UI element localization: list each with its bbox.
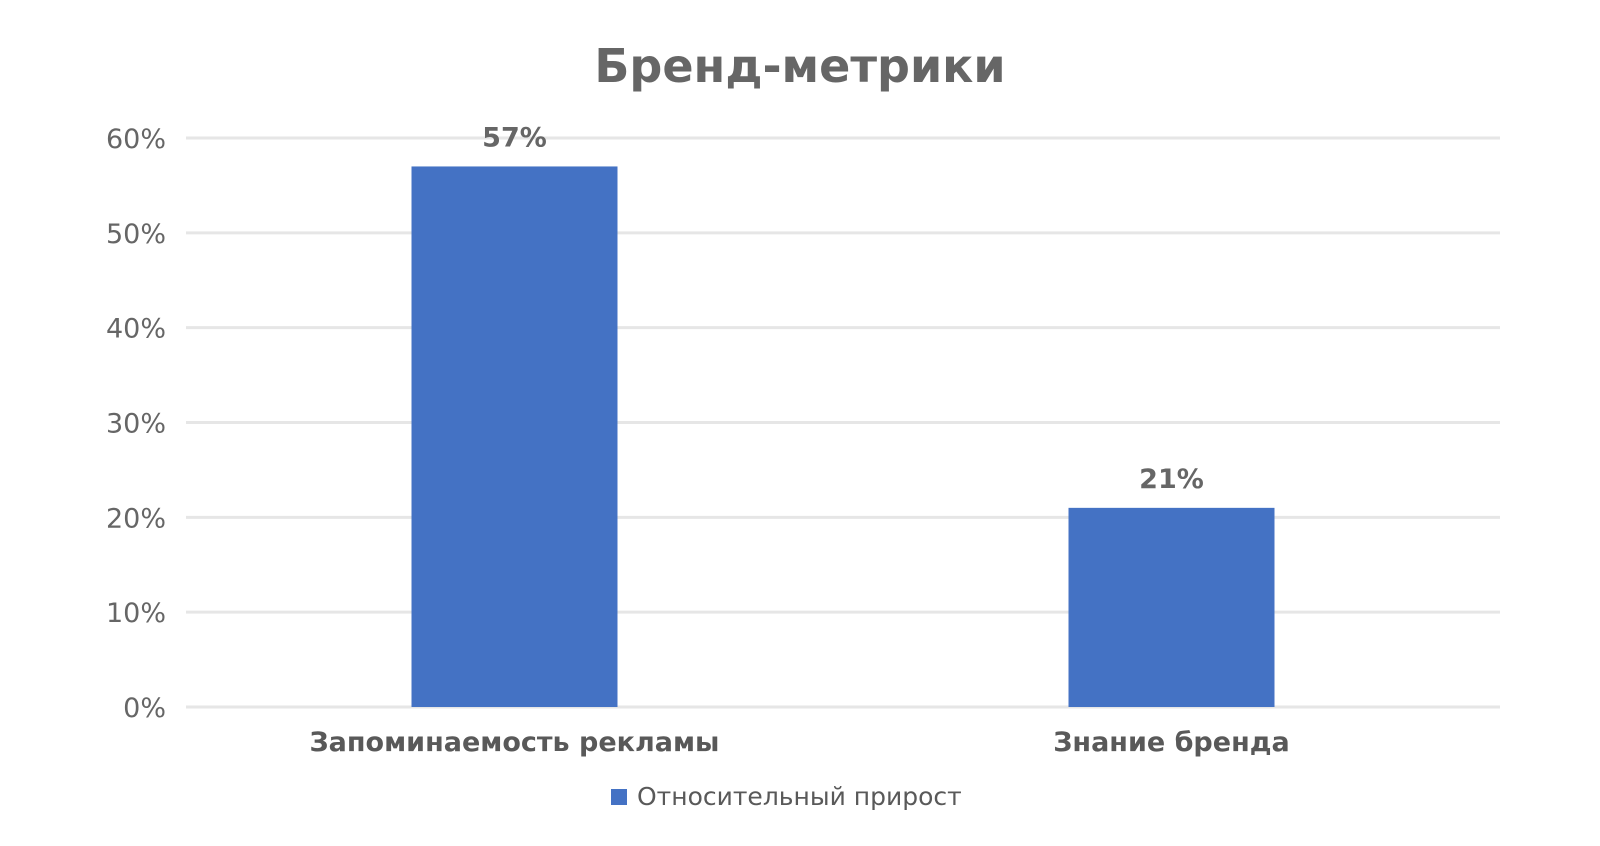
data-labels: 57% 21% — [482, 122, 1204, 494]
category-label-0: Запоминаемость рекламы — [310, 727, 720, 758]
bars — [411, 166, 1275, 707]
legend-swatch-icon — [611, 789, 627, 805]
legend-label: Относительный прирост — [637, 782, 962, 811]
bar-1 — [1068, 507, 1275, 707]
legend: Относительный прирост — [611, 782, 962, 811]
gridlines — [186, 136, 1500, 709]
y-tick-label-10: 10% — [106, 598, 166, 629]
data-label-1: 21% — [1139, 464, 1204, 495]
y-tick-label-40: 40% — [106, 314, 166, 345]
chart-title: Бренд-метрики — [594, 39, 1005, 93]
category-label-1: Знание бренда — [1053, 727, 1290, 758]
x-axis-categories: Запоминаемость рекламы Знание бренда — [310, 727, 1290, 758]
y-tick-label-20: 20% — [106, 503, 166, 534]
y-tick-label-60: 60% — [106, 124, 166, 155]
bar-0 — [411, 166, 618, 707]
y-tick-label-0: 0% — [123, 693, 166, 724]
y-tick-label-30: 30% — [106, 409, 166, 440]
y-axis-ticks: 0% 10% 20% 30% 40% 50% 60% — [106, 124, 166, 724]
y-tick-label-50: 50% — [106, 219, 166, 250]
data-label-0: 57% — [482, 122, 547, 153]
